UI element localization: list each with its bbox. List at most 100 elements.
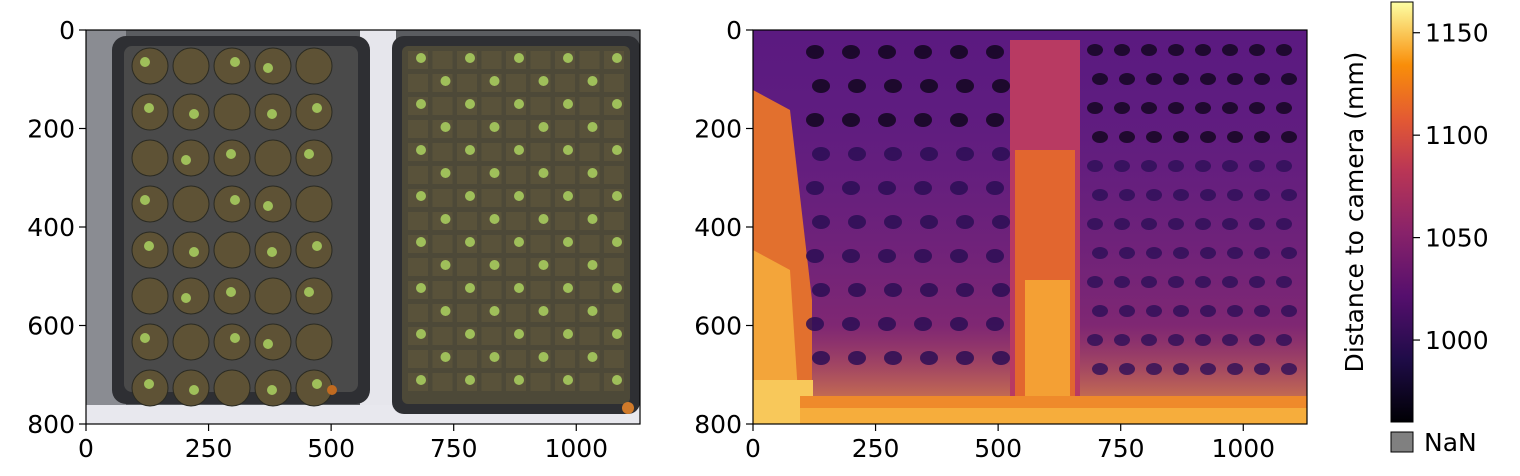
seedling <box>538 260 549 270</box>
plant-depth-blob <box>1119 305 1135 317</box>
plant-depth-blob <box>1092 363 1108 375</box>
seedling <box>140 195 150 205</box>
plant-depth-blob <box>1168 218 1184 230</box>
plant-depth-blob <box>812 215 830 229</box>
plant-depth-blob <box>1281 305 1297 317</box>
plant-depth-blob <box>1222 102 1238 114</box>
plant-depth-blob <box>1114 160 1130 172</box>
seedling <box>263 339 273 349</box>
plant-depth-blob <box>842 181 860 195</box>
rgb-x-tick-label: 500 <box>307 434 355 463</box>
plant-depth-blob <box>1222 160 1238 172</box>
seedling <box>440 168 451 178</box>
seedling <box>563 53 573 63</box>
seedling <box>514 191 524 201</box>
soil-cell <box>506 304 526 322</box>
plant-depth-blob <box>1200 363 1216 375</box>
soil-cell <box>457 120 477 138</box>
plant-depth-blob <box>884 351 902 365</box>
plant-depth-blob <box>1222 218 1238 230</box>
plant-depth-blob <box>1146 189 1162 201</box>
soil-cell <box>131 323 169 361</box>
soil-cell <box>530 327 551 345</box>
soil-cell <box>506 350 526 368</box>
seedling <box>612 145 622 155</box>
colorbar-tick-label: 1150 <box>1425 19 1489 48</box>
soil-cell <box>172 323 210 361</box>
seedling <box>514 145 524 155</box>
soil-cell <box>131 277 169 315</box>
plant-depth-blob <box>920 147 938 161</box>
soil-cell <box>408 212 428 230</box>
seedling <box>416 99 426 109</box>
plant-depth-blob <box>992 351 1010 365</box>
plant-depth-blob <box>1168 44 1184 56</box>
plant-depth-blob <box>1168 334 1184 346</box>
plant-depth-blob <box>1200 189 1216 201</box>
seedling <box>304 287 314 297</box>
plant-depth-blob <box>1173 189 1189 201</box>
depth-y-axis: 0 200 400 600 800 <box>694 16 753 439</box>
plant-depth-blob <box>848 351 866 365</box>
plant-depth-blob <box>992 283 1010 297</box>
rgb-image-panel: 0 250 500 750 1000 0 200 400 600 800 <box>27 16 641 463</box>
soil-cell <box>530 51 551 69</box>
seedling <box>489 122 500 132</box>
plant-depth-blob <box>884 79 902 93</box>
nan-label: NaN <box>1424 428 1477 457</box>
seedling <box>181 293 191 303</box>
plant-depth-blob <box>1281 189 1297 201</box>
soil-cell <box>481 51 502 69</box>
seedling <box>587 168 598 178</box>
plant-depth-blob <box>806 45 824 59</box>
soil-cell <box>555 350 575 368</box>
plant-depth-blob <box>992 215 1010 229</box>
plant-depth-blob <box>1200 305 1216 317</box>
plant-depth-blob <box>1276 44 1292 56</box>
plant-depth-blob <box>920 215 938 229</box>
seedling <box>267 385 277 395</box>
soil-cell <box>481 327 502 345</box>
seedling <box>144 241 154 251</box>
plant-depth-blob <box>986 181 1004 195</box>
soil-cell <box>579 97 600 115</box>
plant-depth-blob <box>1114 276 1130 288</box>
seedling <box>465 99 475 109</box>
depth-y-tick-label: 0 <box>726 16 742 45</box>
depth-y-tick-label: 600 <box>694 312 742 341</box>
seedling <box>514 375 524 385</box>
plant-depth-blob <box>956 351 974 365</box>
soil-cell <box>295 277 333 315</box>
rgb-y-tick-label: 600 <box>27 312 75 341</box>
soil-cell <box>254 139 292 177</box>
plant-depth-blob <box>950 113 968 127</box>
plant-depth-blob <box>1119 247 1135 259</box>
soil-cell <box>530 281 551 299</box>
soil-cell <box>295 185 333 223</box>
soil-cell <box>481 235 502 253</box>
plant-depth-blob <box>1092 247 1108 259</box>
soil-cell <box>555 304 575 322</box>
soil-cell <box>604 304 624 322</box>
seedling <box>587 76 598 86</box>
seedling <box>416 145 426 155</box>
rgb-y-tick-label: 0 <box>59 16 75 45</box>
depth-x-tick-label: 1000 <box>1211 434 1275 463</box>
rgb-y-tick-label: 200 <box>27 115 75 144</box>
soil-cell <box>555 74 575 92</box>
seedling <box>563 329 573 339</box>
plant-depth-blob <box>1227 73 1243 85</box>
plant-depth-blob <box>956 79 974 93</box>
rgb-x-tick-label: 1000 <box>544 434 608 463</box>
seedling <box>489 260 500 270</box>
soil-cell <box>457 212 477 230</box>
soil-cell <box>408 166 428 184</box>
plant-depth-blob <box>1200 131 1216 143</box>
soil-cell <box>254 277 292 315</box>
plant-depth-blob <box>986 113 1004 127</box>
soil-cell <box>432 281 453 299</box>
plant-depth-blob <box>1195 276 1211 288</box>
soil-cell <box>213 231 251 269</box>
plant-depth-blob <box>1222 276 1238 288</box>
colorbar-frame <box>1390 1 1414 423</box>
